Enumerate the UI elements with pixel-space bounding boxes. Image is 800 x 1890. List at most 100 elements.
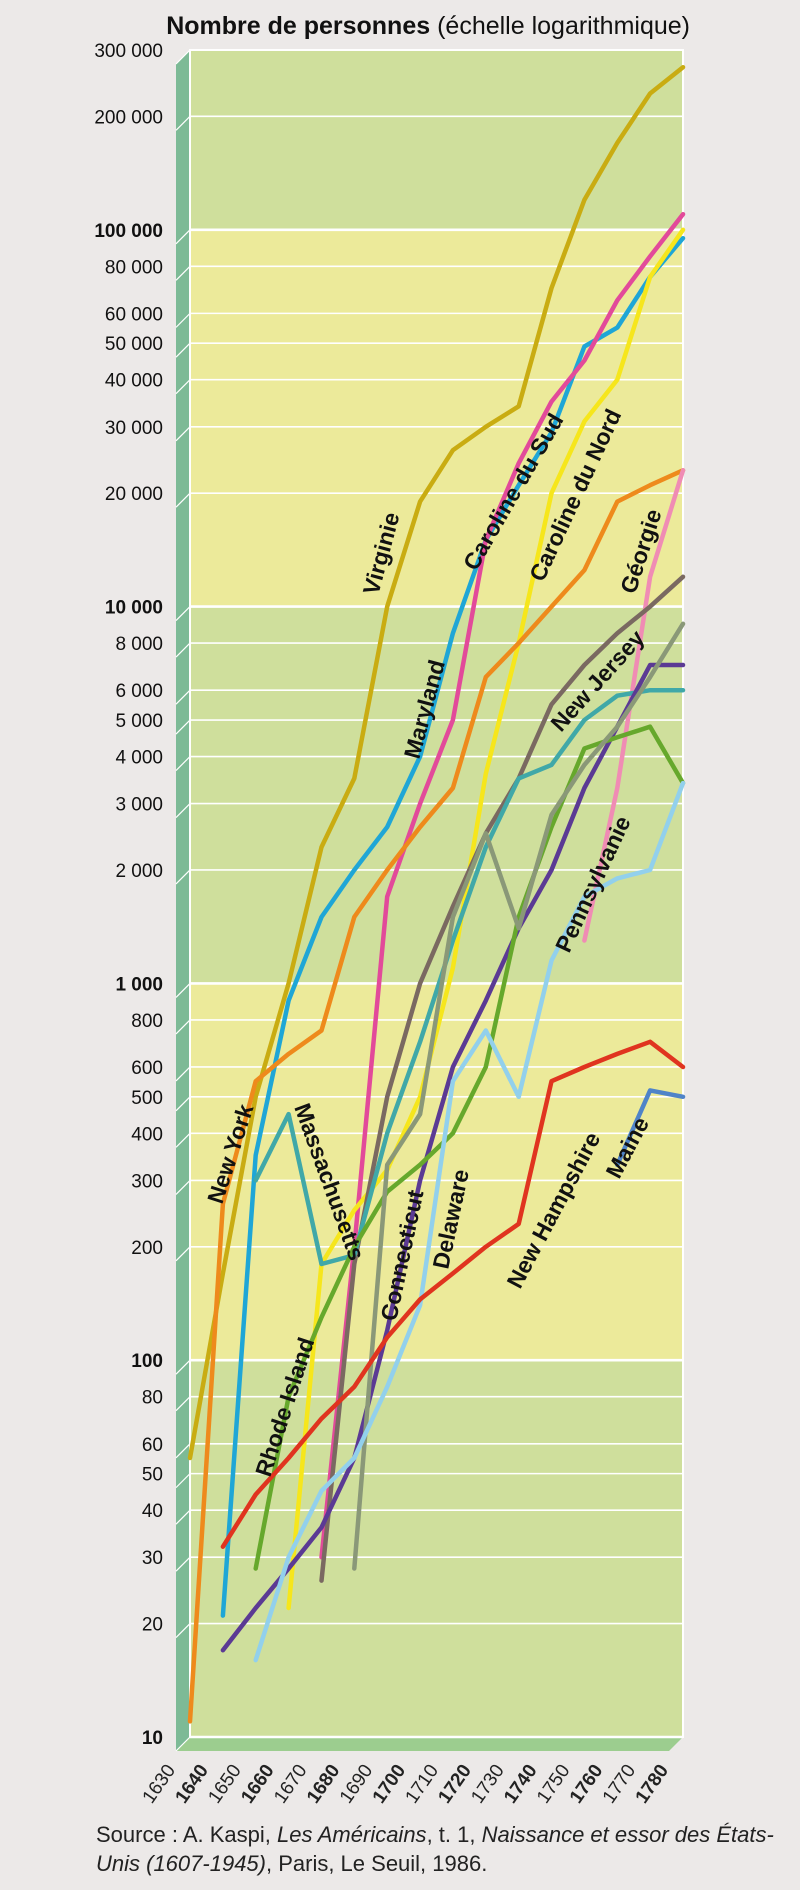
wall-tick-300000 — [175, 49, 191, 65]
wall-tick-2000 — [175, 869, 191, 885]
series-connecticut — [352, 621, 686, 1571]
x-axis-labels: 1630164016501660167016801690170017101720… — [139, 1761, 673, 1808]
chart-title-rest: (échelle logarithmique) — [430, 12, 690, 40]
band-3 — [190, 229, 683, 607]
x-tick-label-1740: 1740 — [500, 1761, 541, 1808]
y-tick-label-40000: 40 000 — [105, 371, 163, 392]
y-tick-label-600: 600 — [131, 1058, 163, 1079]
y-tick-label-10: 10 — [142, 1728, 163, 1749]
wall-tick-10 — [175, 1736, 191, 1752]
wall-tick-100000 — [175, 229, 191, 245]
x-tick-label-1650: 1650 — [204, 1761, 245, 1808]
chart-title: Nombre de personnes (échelle logarithmiq… — [0, 12, 690, 41]
wall-tick-100 — [175, 1359, 191, 1375]
source-text-3: , Paris, Le Seuil, 1986. — [265, 1851, 488, 1876]
series-caroline-du-nord — [286, 227, 686, 1611]
x-tick-label-1680: 1680 — [303, 1761, 344, 1808]
x-tick-label-1730: 1730 — [467, 1761, 508, 1808]
chart-series — [187, 64, 686, 1724]
series-delaware — [253, 780, 686, 1663]
y-tick-label-60: 60 — [142, 1435, 163, 1456]
wall-tick-40 — [175, 1509, 191, 1525]
band-4 — [190, 50, 683, 230]
y-tick-label-2000: 2 000 — [115, 861, 163, 882]
chart-background — [176, 49, 684, 1751]
y-tick-label-80000: 80 000 — [105, 257, 163, 278]
source-text-1: Source : A. Kaspi, — [96, 1822, 277, 1847]
y-tick-label-400: 400 — [131, 1124, 163, 1145]
y-tick-label-20: 20 — [142, 1615, 163, 1636]
chart-title-bold: Nombre de personnes — [166, 12, 431, 40]
y-tick-label-100: 100 — [131, 1351, 163, 1372]
wall-tick-50 — [175, 1473, 191, 1489]
wall-tick-80 — [175, 1396, 191, 1412]
wall-tick-8000 — [175, 642, 191, 658]
y-tick-label-200: 200 — [131, 1238, 163, 1259]
series-géorgie — [582, 468, 686, 943]
y-tick-label-4000: 4 000 — [115, 748, 163, 769]
y-tick-label-50000: 50 000 — [105, 334, 163, 355]
x-tick-label-1750: 1750 — [533, 1761, 574, 1808]
band-2 — [190, 606, 683, 984]
x-tick-label-1640: 1640 — [172, 1761, 213, 1808]
wall-tick-3000 — [175, 803, 191, 819]
x-tick-label-1700: 1700 — [369, 1761, 410, 1808]
wall-tick-800 — [175, 1019, 191, 1035]
series-massachusetts — [253, 687, 686, 1267]
series-virginie — [187, 64, 686, 1461]
y-tick-label-8000: 8 000 — [115, 634, 163, 655]
series-maryland — [220, 235, 686, 1618]
y-tick-label-30000: 30 000 — [105, 418, 163, 439]
series-new-jersey — [319, 574, 686, 1583]
wall-tick-60 — [175, 1443, 191, 1459]
band-0 — [190, 1360, 683, 1737]
x-tick-label-1670: 1670 — [270, 1761, 311, 1808]
wall-tick-500 — [175, 1096, 191, 1112]
y-tick-label-50: 50 — [142, 1465, 163, 1486]
wall-tick-200 — [175, 1246, 191, 1262]
y-tick-label-5000: 5 000 — [115, 711, 163, 732]
y-tick-label-300000: 300 000 — [94, 41, 163, 62]
y-tick-label-200000: 200 000 — [94, 107, 163, 128]
wall-tick-40000 — [175, 379, 191, 395]
x-tick-label-1710: 1710 — [402, 1761, 443, 1808]
x-tick-label-1760: 1760 — [566, 1761, 607, 1808]
left-wall — [176, 50, 190, 1751]
wall-tick-300 — [175, 1179, 191, 1195]
series-maine — [615, 1088, 686, 1168]
wall-tick-400 — [175, 1132, 191, 1148]
x-tick-label-1770: 1770 — [599, 1761, 640, 1808]
y-tick-label-3000: 3 000 — [115, 795, 163, 816]
y-tick-label-800: 800 — [131, 1011, 163, 1032]
wall-tick-80000 — [175, 265, 191, 281]
y-tick-label-20000: 20 000 — [105, 484, 163, 505]
x-tick-label-1780: 1780 — [632, 1761, 673, 1808]
x-tick-label-1630: 1630 — [139, 1761, 180, 1808]
wall-tick-30 — [175, 1556, 191, 1572]
series-rhode-island — [253, 724, 686, 1571]
wall-tick-30000 — [175, 426, 191, 442]
wall-tick-200000 — [175, 115, 191, 131]
wall-tick-50000 — [175, 342, 191, 358]
wall-tick-5000 — [175, 719, 191, 735]
y-tick-label-300: 300 — [131, 1171, 163, 1192]
wall-tick-10000 — [175, 606, 191, 622]
wall-tick-600 — [175, 1066, 191, 1082]
wall-tick-4000 — [175, 756, 191, 771]
x-tick-label-1720: 1720 — [434, 1761, 475, 1808]
source-citation: Source : A. Kaspi, Les Américains, t. 1,… — [96, 1820, 786, 1878]
y-tick-label-1000: 1 000 — [115, 974, 163, 995]
x-tick-label-1690: 1690 — [336, 1761, 377, 1808]
x-tick-label-1660: 1660 — [237, 1761, 278, 1808]
wall-tick-20 — [175, 1623, 191, 1638]
source-title-1: Les Américains — [276, 1822, 427, 1847]
y-tick-label-40: 40 — [142, 1501, 163, 1522]
y-tick-label-500: 500 — [131, 1088, 163, 1109]
y-tick-label-6000: 6 000 — [115, 681, 163, 702]
wall-tick-20000 — [175, 492, 191, 508]
y-tick-label-10000: 10 000 — [105, 598, 163, 619]
y-tick-label-60000: 60 000 — [105, 304, 163, 325]
source-title-2: Naissance et essor des États-Unis (1607-… — [96, 1822, 774, 1876]
wall-tick-6000 — [175, 689, 191, 705]
